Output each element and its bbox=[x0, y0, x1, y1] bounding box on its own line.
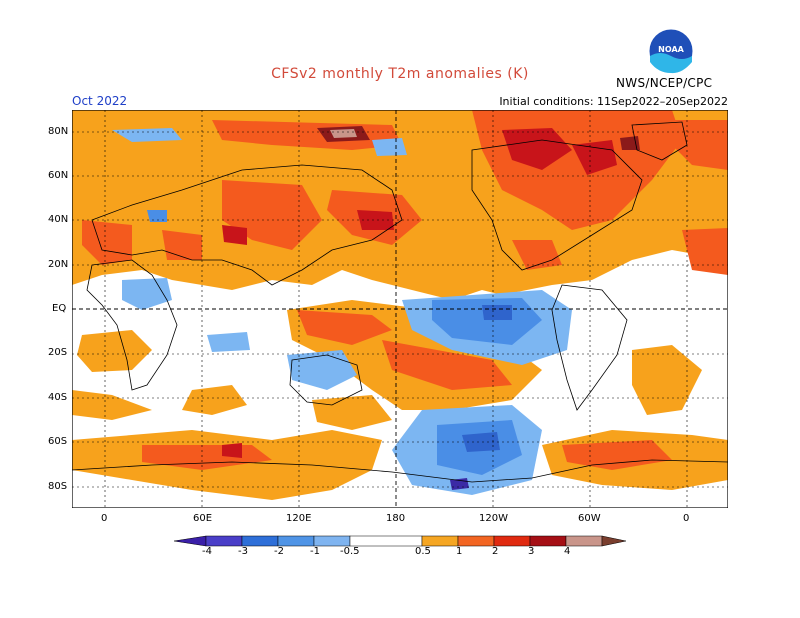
lon-label-0-east: 0 bbox=[683, 513, 690, 524]
lat-label-40s: 40S bbox=[48, 392, 68, 403]
legend-swatch-gt-4 bbox=[601, 535, 627, 547]
coastlines bbox=[72, 121, 728, 483]
legend-swatch-3-2 bbox=[241, 535, 279, 547]
lon-label-60w: 60W bbox=[578, 513, 601, 524]
legend-swatch-2-3 bbox=[493, 535, 531, 547]
legend-label-2: 2 bbox=[492, 546, 499, 557]
anomaly-map bbox=[72, 110, 728, 508]
legend-label-neg05: -0.5 bbox=[340, 546, 360, 557]
lon-label-120w: 120W bbox=[479, 513, 508, 524]
legend-label-neg3: -3 bbox=[238, 546, 248, 557]
lat-label-40n: 40N bbox=[48, 214, 69, 225]
legend-label-4: 4 bbox=[564, 546, 571, 557]
legend-colorbar bbox=[173, 535, 627, 547]
map-title: CFSv2 monthly T2m anomalies (K) bbox=[271, 66, 529, 82]
lon-label-120e: 120E bbox=[286, 513, 312, 524]
lon-label-180: 180 bbox=[386, 513, 406, 524]
legend-swatch-2-1 bbox=[277, 535, 315, 547]
legend-label-neg2: -2 bbox=[274, 546, 284, 557]
legend-swatch-3-4 bbox=[529, 535, 567, 547]
legend-swatch-4-3 bbox=[205, 535, 243, 547]
legend-swatch-4-plus bbox=[565, 535, 603, 547]
legend-label-3: 3 bbox=[528, 546, 535, 557]
lon-label-0: 0 bbox=[101, 513, 108, 524]
legend-swatch-lt-4 bbox=[173, 535, 207, 547]
cold-anomaly-2-3 bbox=[462, 305, 512, 452]
lat-label-20s: 20S bbox=[48, 347, 68, 358]
warm-anomaly-2-3 bbox=[222, 128, 617, 458]
forecast-month: Oct 2022 bbox=[72, 94, 128, 108]
legend-label-05: 0.5 bbox=[415, 546, 431, 557]
legend-swatch-1-2 bbox=[457, 535, 495, 547]
warm-anomaly-1-2 bbox=[82, 110, 728, 470]
lon-label-60e: 60E bbox=[193, 513, 213, 524]
graticule bbox=[72, 110, 728, 508]
lat-label-eq: EQ bbox=[52, 303, 67, 314]
equator-dateline bbox=[72, 110, 728, 508]
legend-swatch-neutral bbox=[349, 535, 423, 547]
legend-swatch-1-05 bbox=[313, 535, 351, 547]
lat-label-80s: 80S bbox=[48, 481, 68, 492]
initial-conditions: Initial conditions: 11Sep2022–20Sep2022 bbox=[499, 95, 728, 108]
lat-label-60n: 60N bbox=[48, 170, 69, 181]
legend-swatch-05-1 bbox=[421, 535, 459, 547]
lat-label-20n: 20N bbox=[48, 259, 69, 270]
lat-label-80n: 80N bbox=[48, 126, 69, 137]
legend-label-neg4: -4 bbox=[202, 546, 212, 557]
lat-label-60s: 60S bbox=[48, 436, 68, 447]
legend-label-neg1: -1 bbox=[310, 546, 320, 557]
noaa-logo: NOAA bbox=[648, 28, 694, 74]
agency-label: NWS/NCEP/CPC bbox=[616, 76, 713, 90]
warm-anomaly-4-plus bbox=[330, 129, 357, 138]
logo-text: NOAA bbox=[658, 45, 684, 54]
legend-label-1: 1 bbox=[456, 546, 463, 557]
